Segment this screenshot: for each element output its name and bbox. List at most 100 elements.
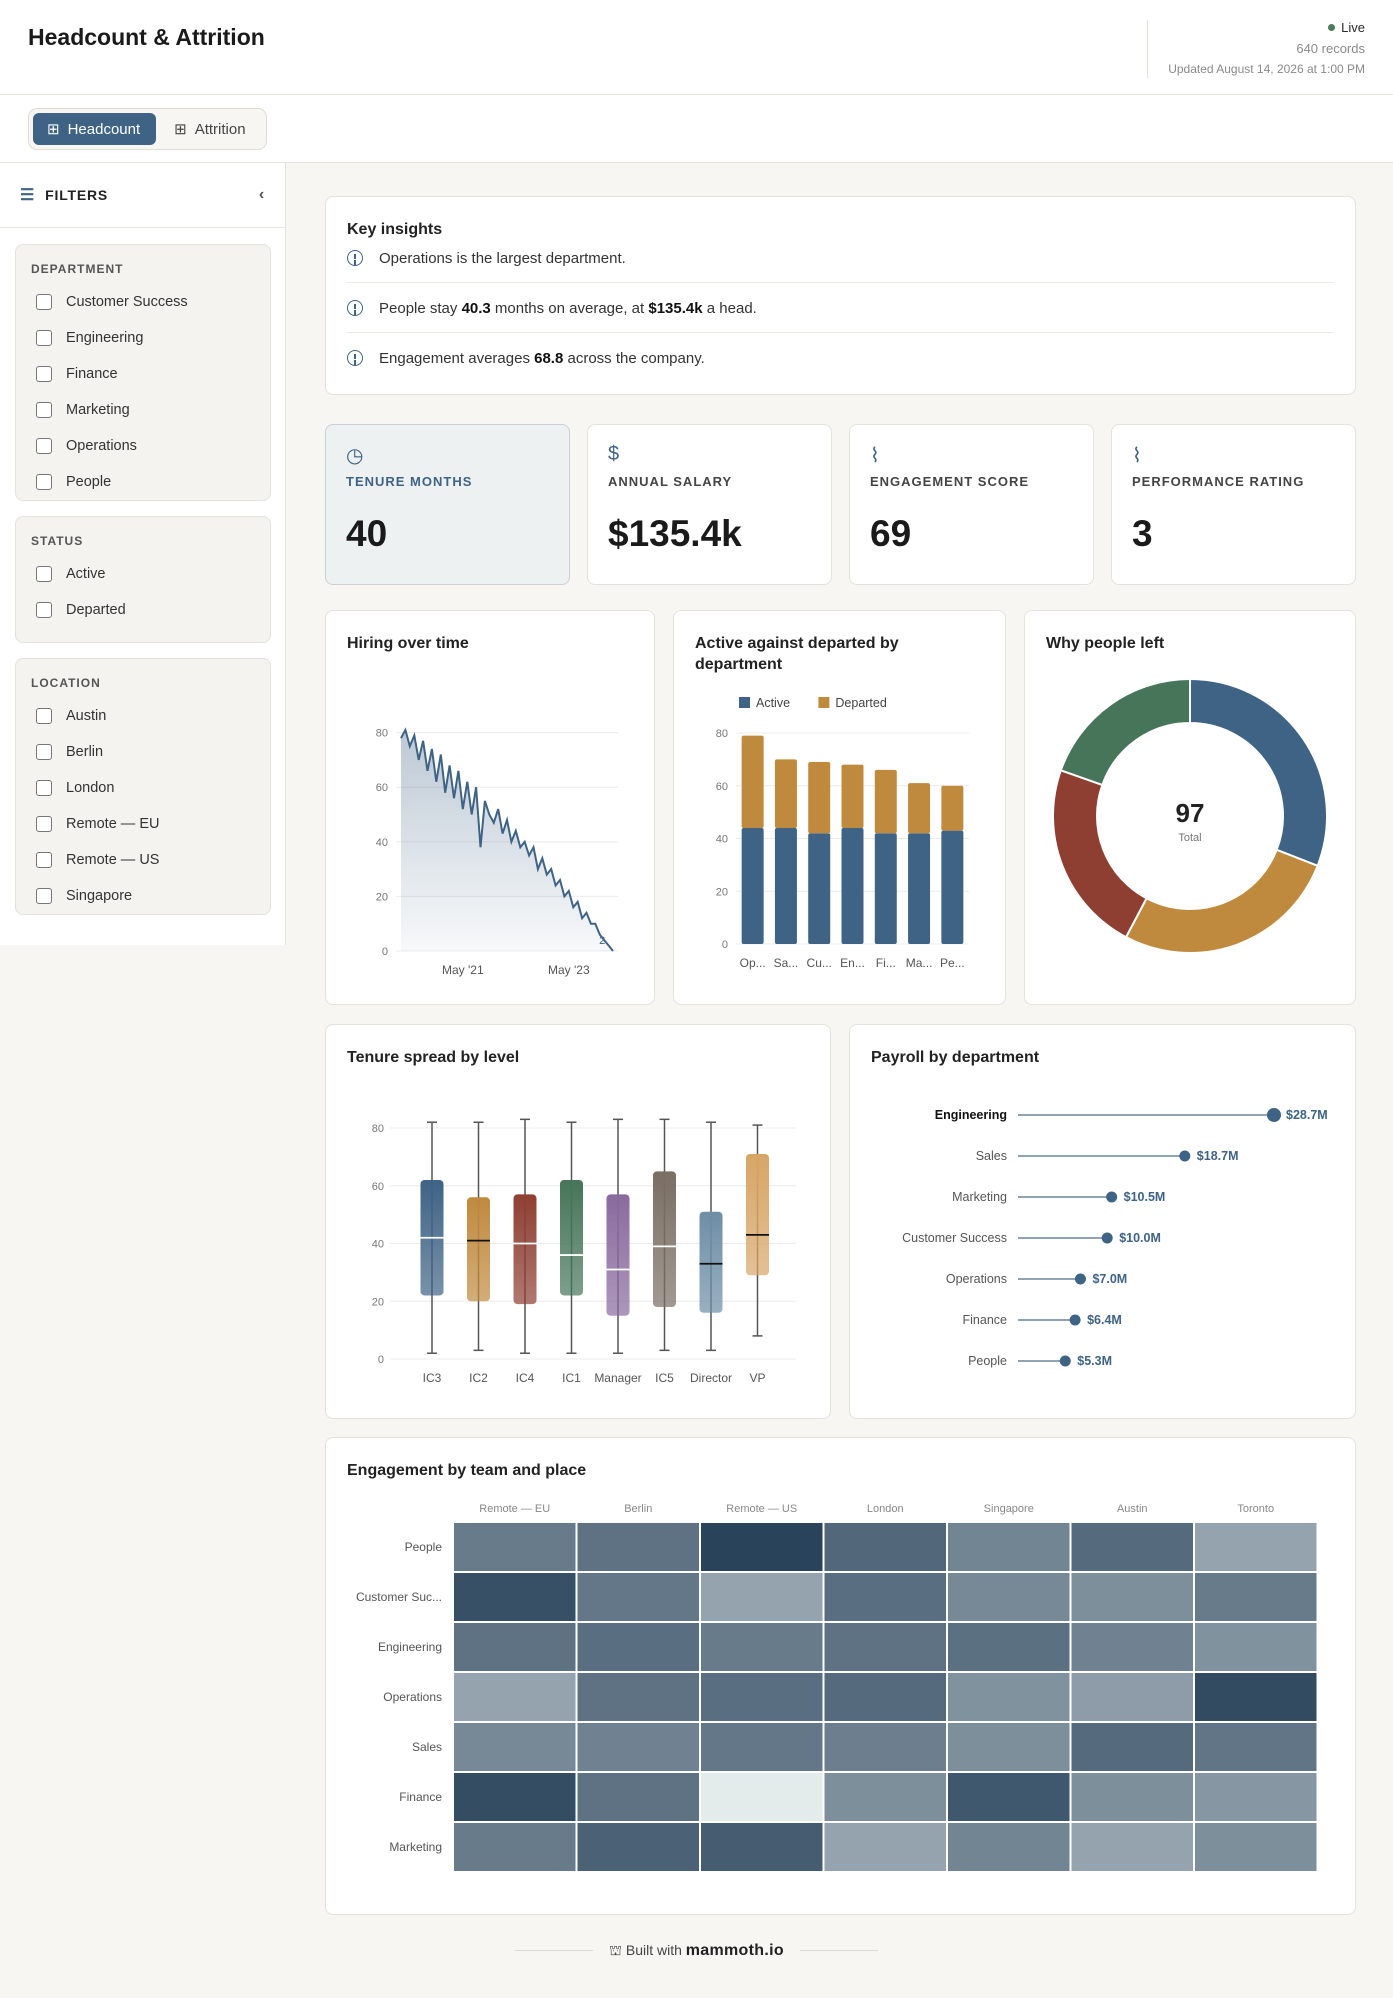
y-tick-label: 80 bbox=[716, 728, 728, 740]
heatmap-cell bbox=[948, 1573, 1070, 1621]
filter-option[interactable]: Engineering bbox=[16, 320, 270, 356]
filter-group: DEPARTMENT Customer Success Engineering Fin… bbox=[15, 244, 271, 501]
box bbox=[653, 1171, 676, 1308]
heatmap-cell bbox=[1071, 1823, 1193, 1871]
filter-option[interactable]: London bbox=[16, 770, 270, 806]
chevron-left-icon[interactable]: ‹ bbox=[258, 186, 265, 203]
kpi-card: ◷ TENURE MONTHS 40 bbox=[325, 424, 570, 585]
heatmap-cell bbox=[824, 1773, 946, 1821]
column-label: Austin bbox=[1117, 1503, 1148, 1515]
legend-swatch bbox=[818, 697, 830, 708]
kpi-value: 3 bbox=[1132, 513, 1153, 554]
column-label: London bbox=[867, 1503, 904, 1515]
activity-icon: ⌇ bbox=[870, 445, 880, 467]
checkbox[interactable] bbox=[36, 602, 52, 618]
tab-attrition[interactable]: ⊞ Attrition bbox=[160, 113, 261, 145]
checkbox[interactable] bbox=[36, 474, 52, 490]
heatmap-cell bbox=[824, 1723, 946, 1771]
checkbox[interactable] bbox=[36, 852, 52, 868]
row-label: Marketing bbox=[389, 1840, 442, 1854]
column-label: Singapore bbox=[984, 1503, 1034, 1515]
tab-headcount[interactable]: ⊞ Headcount bbox=[33, 113, 157, 145]
donut-center-value: 97 bbox=[1176, 798, 1205, 828]
heatmap-cell bbox=[1195, 1623, 1317, 1671]
heatmap-cell bbox=[1071, 1673, 1193, 1721]
filter-option[interactable]: Austin bbox=[16, 698, 270, 734]
bar-segment bbox=[774, 827, 797, 944]
bar-segment bbox=[741, 827, 764, 944]
filter-option[interactable]: Berlin bbox=[16, 734, 270, 770]
checkbox[interactable] bbox=[36, 744, 52, 760]
filter-option[interactable]: People bbox=[16, 464, 270, 500]
checkbox[interactable] bbox=[36, 402, 52, 418]
dollar-icon: $ bbox=[608, 443, 620, 465]
checkbox[interactable] bbox=[36, 438, 52, 454]
filter-option[interactable]: Active bbox=[16, 556, 270, 592]
heatmap-cell bbox=[454, 1823, 576, 1871]
row-label: Operations bbox=[383, 1690, 442, 1704]
checkbox[interactable] bbox=[36, 294, 52, 310]
heatmap-cell bbox=[701, 1623, 823, 1671]
lollipop-dot bbox=[1179, 1150, 1191, 1162]
mammoth-logo-icon: ⛫ bbox=[609, 1942, 622, 1958]
y-tick-label: 60 bbox=[376, 782, 388, 794]
checkbox[interactable] bbox=[36, 888, 52, 904]
brand-link[interactable]: mammoth.io bbox=[685, 1942, 784, 1959]
insight-item: Engagement averages 68.8 across the comp… bbox=[347, 333, 1334, 383]
filter-option[interactable]: Customer Success bbox=[16, 284, 270, 320]
filter-option[interactable]: Operations bbox=[16, 428, 270, 464]
checkbox[interactable] bbox=[36, 816, 52, 832]
checkbox[interactable] bbox=[36, 708, 52, 724]
filter-option[interactable]: Remote — EU bbox=[16, 806, 270, 842]
checkbox[interactable] bbox=[36, 366, 52, 382]
insight-item: People stay 40.3 months on average, at $… bbox=[347, 283, 1334, 333]
app-header: Headcount & Attrition Live 640 records U… bbox=[0, 0, 1393, 95]
heatmap-cell bbox=[1071, 1573, 1193, 1621]
legend-label: Departed bbox=[835, 696, 886, 710]
filters-title: FILTERS bbox=[45, 187, 109, 203]
tab-bar: ⊞ Headcount ⊞ Attrition bbox=[0, 95, 1393, 163]
category-label: People bbox=[968, 1354, 1007, 1368]
checkbox[interactable] bbox=[36, 566, 52, 582]
chart-title: Engagement by team and place bbox=[347, 1462, 587, 1479]
area-fill bbox=[401, 729, 613, 951]
y-tick-label: 40 bbox=[376, 837, 388, 849]
heatmap-cell bbox=[1195, 1773, 1317, 1821]
filter-option[interactable]: Singapore bbox=[16, 878, 270, 914]
heatmap-cell bbox=[1195, 1673, 1317, 1721]
category-label: Marketing bbox=[952, 1190, 1007, 1204]
y-tick-label: 40 bbox=[372, 1239, 384, 1251]
donut-slice bbox=[1189, 677, 1328, 868]
payroll-card: Payroll by department Engineering $28.7M S… bbox=[849, 1024, 1356, 1419]
filter-option[interactable]: Marketing bbox=[16, 392, 270, 428]
x-tick-label: IC2 bbox=[469, 1371, 488, 1385]
filter-option[interactable]: Departed bbox=[16, 592, 270, 628]
live-dot-icon bbox=[1328, 24, 1336, 31]
category-label: Sales bbox=[976, 1149, 1007, 1163]
kpi-value: 40 bbox=[346, 513, 388, 554]
checkbox[interactable] bbox=[36, 780, 52, 796]
value-label: $7.0M bbox=[1092, 1272, 1127, 1286]
box bbox=[699, 1211, 723, 1313]
active-departed-card: Active against departed by department 0 2… bbox=[673, 610, 1006, 1005]
y-tick-label: 20 bbox=[716, 886, 728, 898]
end-label: 2 bbox=[599, 935, 605, 947]
kpi-card: ⌇ PERFORMANCE RATING 3 bbox=[1111, 424, 1356, 585]
filter-option-label: Engineering bbox=[66, 330, 144, 346]
filter-option[interactable]: Remote — US bbox=[16, 842, 270, 878]
column-label: Remote — US bbox=[726, 1503, 797, 1515]
insight-segment: Engagement averages bbox=[379, 349, 535, 367]
checkbox[interactable] bbox=[36, 330, 52, 346]
page-title: Headcount & Attrition bbox=[28, 24, 265, 50]
bar-segment bbox=[874, 769, 897, 834]
kpi-card: $ ANNUAL SALARY $135.4k bbox=[587, 424, 832, 585]
filter-option[interactable]: Finance bbox=[16, 356, 270, 392]
bar-segment bbox=[741, 735, 764, 828]
box bbox=[746, 1153, 769, 1276]
heatmap-cell bbox=[1071, 1623, 1193, 1671]
y-tick-label: 60 bbox=[716, 781, 728, 793]
filter-group-title: STATUS bbox=[31, 534, 84, 548]
bar-segment bbox=[874, 833, 897, 944]
hiring-chart-card: Hiring over time 0 20 40 60 80 May '21 May '23… bbox=[325, 610, 655, 1005]
bar-segment bbox=[941, 830, 964, 944]
